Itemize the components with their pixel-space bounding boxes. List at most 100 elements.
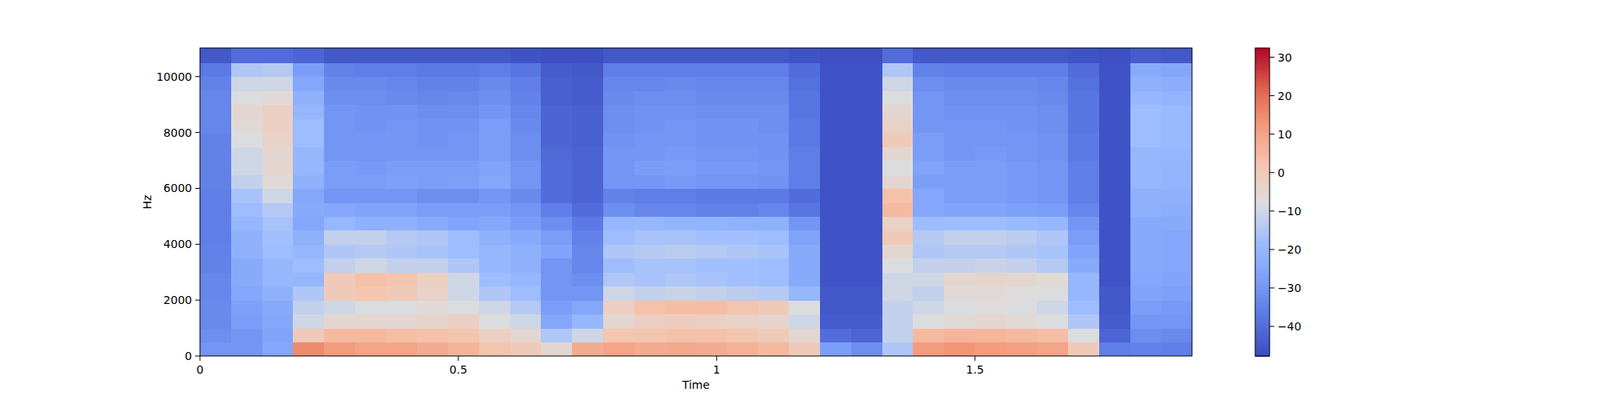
cell [634,272,666,287]
colorbar-tick [1269,210,1275,212]
cell [479,272,511,287]
cell [603,48,635,64]
cell [510,244,542,259]
cell [1099,76,1131,92]
cell [448,342,480,356]
cell [1160,272,1192,287]
cell [448,76,480,92]
cell [231,146,263,161]
cell [1006,174,1038,189]
cell [1099,62,1131,77]
cell [1099,300,1131,315]
cell [416,230,448,245]
cell [912,118,944,133]
cell [1068,342,1100,356]
cell [386,48,418,64]
cell [479,258,511,273]
cell [292,230,324,245]
cell [696,230,728,245]
cell [758,90,790,105]
cell [416,328,448,343]
cell [355,342,387,356]
cell [510,188,542,203]
cell [262,90,294,105]
cell [944,216,976,231]
cell [292,300,324,315]
cell [386,300,418,315]
cell [355,146,387,161]
x-tick [457,356,459,361]
plot-frame [200,48,1192,356]
cell [820,104,852,120]
cell [975,230,1007,245]
x-tick [974,356,976,361]
cell [664,202,696,217]
cell [603,230,635,245]
cell [416,244,448,259]
cell [882,286,914,301]
cell [758,174,790,189]
cell [416,90,448,105]
cell [1160,132,1192,148]
cell [479,146,511,161]
cell [386,104,418,120]
cell [944,258,976,273]
cell [231,272,263,287]
cell [1068,216,1100,231]
cell [1036,314,1068,329]
cell [944,160,976,176]
cell [292,160,324,176]
cell [758,146,790,161]
cell [788,90,820,105]
cell [479,202,511,217]
cell [758,48,790,64]
cell [1160,258,1192,273]
cell [324,202,356,217]
cell [200,314,232,329]
cell [1130,76,1162,92]
cell [292,258,324,273]
cell [540,258,572,273]
cell [1068,118,1100,133]
cell [355,202,387,217]
cell [324,314,356,329]
cell [386,202,418,217]
cell [944,328,976,343]
cell [851,132,883,148]
cell [386,314,418,329]
cell [820,258,852,273]
cell [603,258,635,273]
cell [1006,328,1038,343]
cell [1130,62,1162,77]
cell [912,258,944,273]
cell [788,230,820,245]
cell [262,118,294,133]
y-tick-label: 8000 [163,126,192,140]
cell [696,202,728,217]
cell [851,48,883,64]
cell [1036,300,1068,315]
cell [386,328,418,343]
cell [572,202,604,217]
cell [510,118,542,133]
cell [664,174,696,189]
cell [727,258,759,273]
cell [1130,188,1162,203]
cell [540,286,572,301]
cell [292,62,324,77]
cell [479,286,511,301]
cell [1099,314,1131,329]
cell [944,104,976,120]
cell [758,230,790,245]
cell [292,216,324,231]
cell [1068,48,1100,64]
cell [572,118,604,133]
cell [416,258,448,273]
cell [416,188,448,203]
cell [664,118,696,133]
cell [758,202,790,217]
cell [324,174,356,189]
cell [1130,132,1162,148]
cell [1130,90,1162,105]
cell [510,328,542,343]
